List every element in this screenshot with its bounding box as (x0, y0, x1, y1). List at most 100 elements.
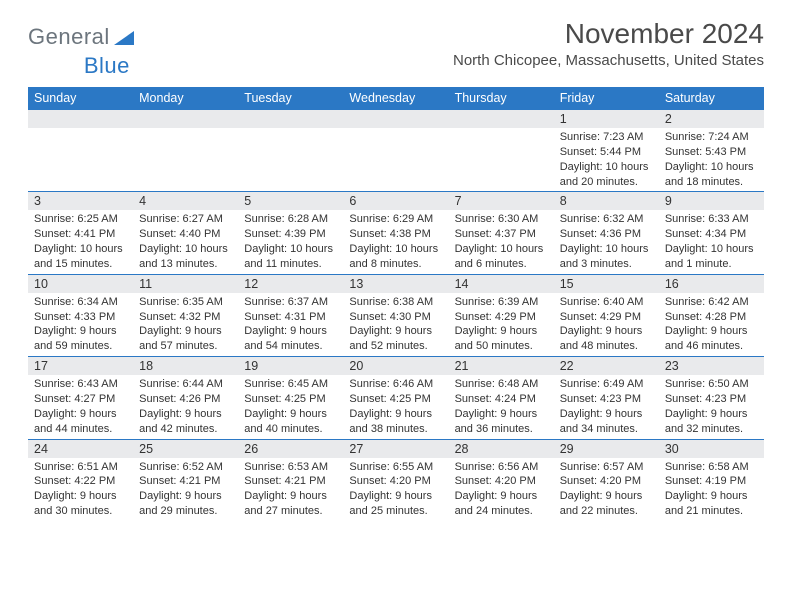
day-details: Sunrise: 6:37 AMSunset: 4:31 PMDaylight:… (238, 293, 343, 356)
sunrise-text: Sunrise: 6:44 AM (139, 377, 232, 392)
calendar-day-cell: 12Sunrise: 6:37 AMSunset: 4:31 PMDayligh… (238, 274, 343, 356)
day-details: Sunrise: 6:34 AMSunset: 4:33 PMDaylight:… (28, 293, 133, 356)
sunset-text: Sunset: 4:29 PM (455, 310, 548, 325)
col-wednesday: Wednesday (343, 87, 448, 110)
day-number: 28 (449, 440, 554, 458)
sunrise-text: Sunrise: 6:52 AM (139, 460, 232, 475)
day-details: Sunrise: 7:23 AMSunset: 5:44 PMDaylight:… (554, 128, 659, 191)
sunset-text: Sunset: 4:37 PM (455, 227, 548, 242)
calendar-day-cell (238, 110, 343, 192)
daylight-text: Daylight: 10 hours and 8 minutes. (349, 242, 442, 272)
daylight-text: Daylight: 10 hours and 15 minutes. (34, 242, 127, 272)
day-details: Sunrise: 6:57 AMSunset: 4:20 PMDaylight:… (554, 458, 659, 521)
sunset-text: Sunset: 4:25 PM (349, 392, 442, 407)
day-details: Sunrise: 6:51 AMSunset: 4:22 PMDaylight:… (28, 458, 133, 521)
daylight-text: Daylight: 9 hours and 27 minutes. (244, 489, 337, 519)
day-number: 4 (133, 192, 238, 210)
sunrise-text: Sunrise: 6:50 AM (665, 377, 758, 392)
calendar-day-cell (28, 110, 133, 192)
day-number: 30 (659, 440, 764, 458)
sunset-text: Sunset: 4:20 PM (560, 474, 653, 489)
daylight-text: Daylight: 10 hours and 20 minutes. (560, 160, 653, 190)
calendar-day-cell: 29Sunrise: 6:57 AMSunset: 4:20 PMDayligh… (554, 439, 659, 521)
sunrise-text: Sunrise: 6:34 AM (34, 295, 127, 310)
calendar-day-cell: 24Sunrise: 6:51 AMSunset: 4:22 PMDayligh… (28, 439, 133, 521)
day-details: Sunrise: 6:27 AMSunset: 4:40 PMDaylight:… (133, 210, 238, 273)
calendar-week-row: 3Sunrise: 6:25 AMSunset: 4:41 PMDaylight… (28, 192, 764, 274)
sunset-text: Sunset: 4:32 PM (139, 310, 232, 325)
day-details: Sunrise: 6:56 AMSunset: 4:20 PMDaylight:… (449, 458, 554, 521)
calendar-week-row: 10Sunrise: 6:34 AMSunset: 4:33 PMDayligh… (28, 274, 764, 356)
calendar-day-cell: 9Sunrise: 6:33 AMSunset: 4:34 PMDaylight… (659, 192, 764, 274)
day-details: Sunrise: 6:42 AMSunset: 4:28 PMDaylight:… (659, 293, 764, 356)
calendar-day-cell: 11Sunrise: 6:35 AMSunset: 4:32 PMDayligh… (133, 274, 238, 356)
calendar-day-cell: 15Sunrise: 6:40 AMSunset: 4:29 PMDayligh… (554, 274, 659, 356)
calendar-day-cell: 8Sunrise: 6:32 AMSunset: 4:36 PMDaylight… (554, 192, 659, 274)
calendar-day-cell: 13Sunrise: 6:38 AMSunset: 4:30 PMDayligh… (343, 274, 448, 356)
calendar-day-cell: 20 Sunrise: 6:46 AMSunset: 4:25 PMDayligh… (343, 357, 448, 439)
daylight-text: Daylight: 9 hours and 54 minutes. (244, 324, 337, 354)
day-number: 20 (343, 357, 448, 375)
calendar-day-cell: 1Sunrise: 7:23 AMSunset: 5:44 PMDaylight… (554, 110, 659, 192)
sunrise-text: Sunrise: 6:37 AM (244, 295, 337, 310)
day-number (343, 110, 448, 128)
sunrise-text: Sunrise: 6:35 AM (139, 295, 232, 310)
sunset-text: Sunset: 4:24 PM (455, 392, 548, 407)
sunrise-text: Sunrise: 6:33 AM (665, 212, 758, 227)
sunrise-text: Sunrise: 6:38 AM (349, 295, 442, 310)
col-tuesday: Tuesday (238, 87, 343, 110)
logo-text-general: General (28, 24, 110, 50)
location-text: North Chicopee, Massachusetts, United St… (453, 52, 764, 69)
day-details: Sunrise: 6:53 AMSunset: 4:21 PMDaylight:… (238, 458, 343, 521)
day-details: Sunrise: 6:50 AMSunset: 4:23 PMDaylight:… (659, 375, 764, 438)
calendar-page: General November 2024 North Chicopee, Ma… (0, 0, 792, 521)
day-number: 7 (449, 192, 554, 210)
calendar-table: Sunday Monday Tuesday Wednesday Thursday… (28, 87, 764, 521)
day-number: 6 (343, 192, 448, 210)
weekday-header-row: Sunday Monday Tuesday Wednesday Thursday… (28, 87, 764, 110)
day-number: 18 (133, 357, 238, 375)
daylight-text: Daylight: 9 hours and 34 minutes. (560, 407, 653, 437)
calendar-day-cell: 19Sunrise: 6:45 AMSunset: 4:25 PMDayligh… (238, 357, 343, 439)
daylight-text: Daylight: 9 hours and 36 minutes. (455, 407, 548, 437)
calendar-day-cell: 25Sunrise: 6:52 AMSunset: 4:21 PMDayligh… (133, 439, 238, 521)
day-number: 12 (238, 275, 343, 293)
day-details: Sunrise: 6:49 AMSunset: 4:23 PMDaylight:… (554, 375, 659, 438)
day-number: 27 (343, 440, 448, 458)
sunset-text: Sunset: 4:21 PM (139, 474, 232, 489)
logo-text-blue: Blue (84, 53, 130, 79)
day-number (238, 110, 343, 128)
sunrise-text: Sunrise: 6:32 AM (560, 212, 653, 227)
day-number: 14 (449, 275, 554, 293)
sunset-text: Sunset: 4:41 PM (34, 227, 127, 242)
day-details: Sunrise: 6:58 AMSunset: 4:19 PMDaylight:… (659, 458, 764, 521)
day-details: Sunrise: 6:28 AMSunset: 4:39 PMDaylight:… (238, 210, 343, 273)
day-details: Sunrise: 6:29 AMSunset: 4:38 PMDaylight:… (343, 210, 448, 273)
day-number: 21 (449, 357, 554, 375)
sunset-text: Sunset: 4:31 PM (244, 310, 337, 325)
sunset-text: Sunset: 4:27 PM (34, 392, 127, 407)
daylight-text: Daylight: 9 hours and 38 minutes. (349, 407, 442, 437)
day-number: 26 (238, 440, 343, 458)
day-number (28, 110, 133, 128)
col-thursday: Thursday (449, 87, 554, 110)
sunset-text: Sunset: 4:20 PM (455, 474, 548, 489)
day-details: Sunrise: 6:38 AMSunset: 4:30 PMDaylight:… (343, 293, 448, 356)
day-details: Sunrise: 6:55 AMSunset: 4:20 PMDaylight:… (343, 458, 448, 521)
day-details: Sunrise: 6:40 AMSunset: 4:29 PMDaylight:… (554, 293, 659, 356)
sunset-text: Sunset: 4:23 PM (560, 392, 653, 407)
logo: General (28, 18, 136, 50)
daylight-text: Daylight: 9 hours and 24 minutes. (455, 489, 548, 519)
day-details: Sunrise: 6:43 AMSunset: 4:27 PMDaylight:… (28, 375, 133, 438)
calendar-day-cell: 6Sunrise: 6:29 AMSunset: 4:38 PMDaylight… (343, 192, 448, 274)
day-details (238, 128, 343, 132)
col-friday: Friday (554, 87, 659, 110)
calendar-day-cell: 27Sunrise: 6:55 AMSunset: 4:20 PMDayligh… (343, 439, 448, 521)
day-number: 22 (554, 357, 659, 375)
day-number: 13 (343, 275, 448, 293)
daylight-text: Daylight: 9 hours and 29 minutes. (139, 489, 232, 519)
sunrise-text: Sunrise: 6:30 AM (455, 212, 548, 227)
sunrise-text: Sunrise: 6:46 AM (349, 377, 442, 392)
sunset-text: Sunset: 4:38 PM (349, 227, 442, 242)
title-block: November 2024 North Chicopee, Massachuse… (453, 18, 764, 69)
